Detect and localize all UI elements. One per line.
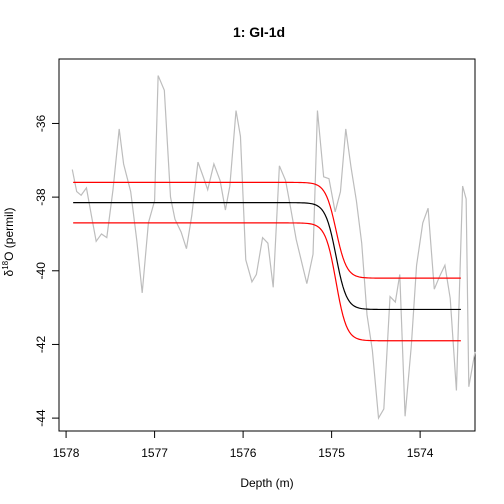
y-axis-label-prefix: δ	[2, 269, 16, 276]
y-axis-label-rest: O (permil)	[2, 208, 16, 261]
observed-series-line	[71, 75, 476, 421]
y-axis-label: δ18O (permil)	[1, 208, 16, 277]
y-tick-label: -40	[34, 262, 48, 280]
plot-area-frame	[58, 58, 476, 432]
x-tick-label: 1574	[407, 446, 434, 460]
x-tick-label: 1575	[318, 446, 345, 460]
y-axis-ticks: -36 -38 -40 -42 -44	[34, 114, 59, 427]
y-tick-label: -44	[34, 409, 48, 427]
lower-band-line	[73, 222, 461, 342]
fit-line	[73, 202, 461, 311]
x-tick-label: 1577	[141, 446, 168, 460]
y-tick-label: -42	[34, 335, 48, 353]
x-tick-label: 1578	[53, 446, 80, 460]
y-tick-label: -38	[34, 188, 48, 206]
x-tick-label: 1576	[230, 446, 257, 460]
x-axis-ticks: 1578 1577 1576 1575 1574	[53, 431, 434, 460]
y-axis-label-superscript: 18	[1, 260, 10, 269]
x-axis-label: Depth (m)	[240, 476, 293, 490]
y-tick-label: -36	[34, 114, 48, 132]
plot-series-layer	[71, 75, 476, 421]
upper-band-line	[73, 181, 461, 279]
chart-title: 1: GI-1d	[233, 24, 285, 40]
